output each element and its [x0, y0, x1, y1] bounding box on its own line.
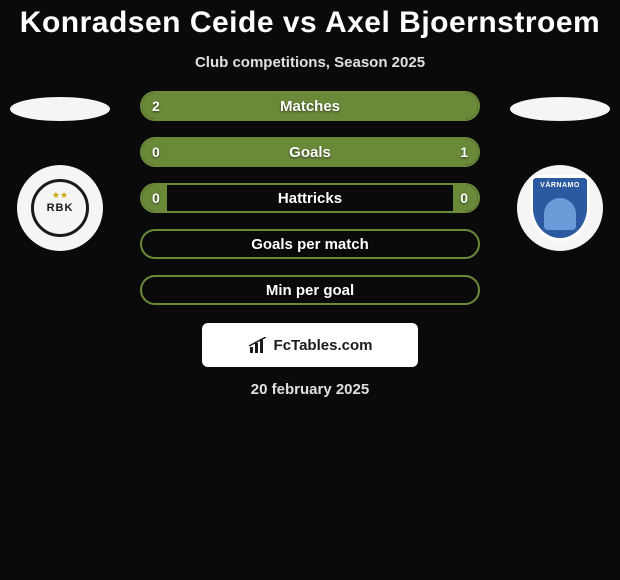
club-badge-left: ★★ RBK: [17, 165, 103, 251]
stat-bar: 0 0 Hattricks: [140, 183, 480, 213]
brand-badge[interactable]: FcTables.com: [202, 323, 418, 367]
stat-label: Goals: [289, 144, 331, 161]
brand-text: FcTables.com: [274, 337, 373, 354]
flag-right: [510, 97, 610, 121]
stat-bar: 0 1 Goals: [140, 137, 480, 167]
stat-bar: Goals per match: [140, 229, 480, 259]
stat-value-right: 1: [460, 144, 468, 160]
stat-label: Hattricks: [278, 190, 342, 207]
stat-label: Goals per match: [251, 236, 369, 253]
stat-label: Min per goal: [266, 282, 354, 299]
club-badge-right: VÄRNAMO: [517, 165, 603, 251]
stat-value-left: 2: [152, 98, 160, 114]
chart-icon: [248, 337, 268, 353]
flag-left: [10, 97, 110, 121]
comparison-area: ★★ RBK VÄRNAMO 2 Matches 0 1 Goals 0 0 Hattrick…: [0, 91, 620, 305]
player-left-column: ★★ RBK: [10, 91, 110, 251]
club-short-left: RBK: [47, 202, 74, 214]
stat-label: Matches: [280, 98, 340, 115]
club-banner-right: VÄRNAMO: [540, 182, 580, 189]
page-title: Konradsen Ceide vs Axel Bjoernstroem: [0, 0, 620, 40]
footer-date: 20 february 2025: [0, 381, 620, 398]
stat-value-left: 0: [152, 190, 160, 206]
stat-value-left: 0: [152, 144, 160, 160]
stat-bars: 2 Matches 0 1 Goals 0 0 Hattricks Goals per matc…: [140, 91, 480, 305]
subtitle: Club competitions, Season 2025: [0, 54, 620, 71]
stars-icon: ★★: [52, 190, 68, 201]
stat-bar: Min per goal: [140, 275, 480, 305]
player-right-column: VÄRNAMO: [510, 91, 610, 251]
stat-bar: 2 Matches: [140, 91, 480, 121]
stat-value-right: 0: [460, 190, 468, 206]
